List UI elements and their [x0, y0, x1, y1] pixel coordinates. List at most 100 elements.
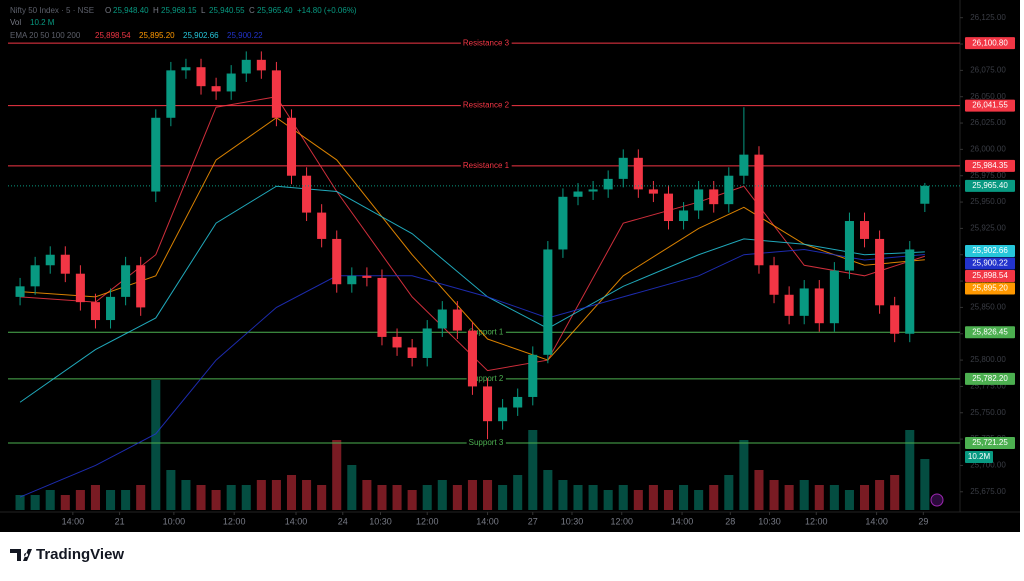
volume-bar — [633, 490, 643, 510]
level-name-bg — [460, 100, 512, 110]
candle-body — [618, 157, 628, 179]
legend-key: C — [249, 6, 255, 15]
candle-body — [181, 67, 191, 71]
candle-body — [784, 294, 794, 316]
candle-body — [136, 265, 146, 308]
volume-bar — [467, 480, 477, 510]
price-label-bg — [965, 437, 1015, 450]
volume-bar — [15, 495, 25, 510]
volume-bar — [558, 480, 568, 510]
candle-body — [75, 273, 85, 303]
volume-bar — [317, 485, 327, 510]
volume-label-bg — [965, 451, 993, 463]
volume-bar — [45, 490, 55, 510]
candle-body — [467, 330, 477, 387]
level-name-bg — [460, 38, 512, 48]
price-label: 25,782.20 — [972, 374, 1008, 383]
volume-bar — [75, 490, 85, 510]
candle-body — [648, 189, 658, 194]
candle-body — [452, 309, 462, 331]
volume-value: 10.2 M — [30, 18, 55, 27]
candle-body — [256, 59, 266, 71]
x-tick-label: 29 — [918, 516, 928, 526]
x-tick-label: 12:00 — [416, 516, 439, 526]
y-tick-label: 25,675.00 — [970, 487, 1006, 496]
y-tick-label: 26,075.00 — [970, 65, 1006, 74]
volume-bar — [362, 480, 372, 510]
last-price-label: 25,965.40 — [972, 181, 1008, 190]
volume-bar — [859, 485, 870, 510]
ema-line — [20, 96, 925, 372]
ema-price-bg — [965, 245, 1015, 257]
candle-body — [920, 185, 930, 204]
level-name: Resistance 2 — [463, 101, 510, 110]
volume-bar — [679, 485, 689, 510]
volume-bar — [211, 490, 221, 510]
y-tick-label: 25,750.00 — [970, 408, 1006, 417]
volume-bar — [543, 470, 553, 510]
legend-value: 25,968.15 — [161, 6, 197, 15]
volume-bar — [256, 480, 266, 510]
x-tick-label: 14:00 — [285, 516, 308, 526]
volume-bar — [60, 495, 70, 510]
y-tick-label: 25,850.00 — [970, 303, 1006, 312]
ema-price-bg — [965, 257, 1015, 270]
ema-legend-value: 25,895.20 — [139, 31, 175, 40]
y-tick-label: 25,925.00 — [970, 224, 1006, 233]
level-name-bg — [460, 160, 512, 170]
volume-bar — [181, 480, 191, 510]
candle-body — [45, 254, 55, 266]
volume-bar — [603, 490, 613, 510]
volume-bar — [769, 480, 779, 510]
candle-body — [15, 286, 25, 297]
price-label-bg — [965, 326, 1015, 339]
ema-price-label: 25,895.20 — [972, 284, 1008, 293]
candle-body — [437, 309, 447, 329]
candle-body — [151, 117, 161, 192]
candle-body — [60, 254, 70, 274]
volume-bar — [106, 490, 116, 510]
volume-bar — [513, 475, 523, 510]
logo-icon — [10, 549, 32, 561]
volume-bar — [392, 485, 402, 510]
volume-bar — [905, 430, 915, 510]
candle-body — [528, 354, 538, 397]
candle-body — [844, 221, 854, 271]
volume-bar — [663, 490, 674, 510]
price-label-bg — [965, 372, 1015, 385]
x-tick-label: 24 — [338, 516, 348, 526]
candle-body — [814, 288, 824, 324]
candle-body — [890, 305, 900, 334]
legend-key: L — [201, 6, 206, 15]
ema-price-label: 25,902.66 — [972, 246, 1008, 255]
volume-bar — [754, 470, 764, 510]
legend-key: H — [153, 6, 159, 15]
candle-body — [543, 249, 553, 355]
candle-body — [286, 117, 297, 176]
candle-body — [513, 396, 523, 408]
x-tick-label: 10:30 — [369, 516, 392, 526]
candle-body — [859, 221, 870, 239]
legend-value: 25,965.40 — [257, 6, 293, 15]
volume-bar — [90, 485, 100, 510]
volume-bar — [302, 480, 312, 510]
x-tick-label: 10:30 — [561, 516, 584, 526]
volume-key: Vol — [10, 18, 21, 27]
candle-body — [332, 238, 342, 285]
symbol: Nifty 50 Index · 5 · NSE — [10, 6, 94, 15]
x-tick-label: 27 — [528, 516, 538, 526]
volume-bar — [332, 440, 342, 510]
candle-body — [90, 302, 100, 321]
candle-body — [875, 238, 885, 306]
candle-body — [633, 157, 643, 190]
candle-body — [392, 336, 402, 348]
candle-body — [724, 175, 734, 205]
price-label-bg — [965, 37, 1015, 50]
alert-icon[interactable] — [930, 493, 944, 507]
y-tick-label: 26,125.00 — [970, 13, 1006, 22]
volume-bar — [528, 430, 538, 510]
x-tick-label: 14:00 — [671, 516, 694, 526]
legend-change: +14.80 (+0.06%) — [297, 6, 357, 15]
